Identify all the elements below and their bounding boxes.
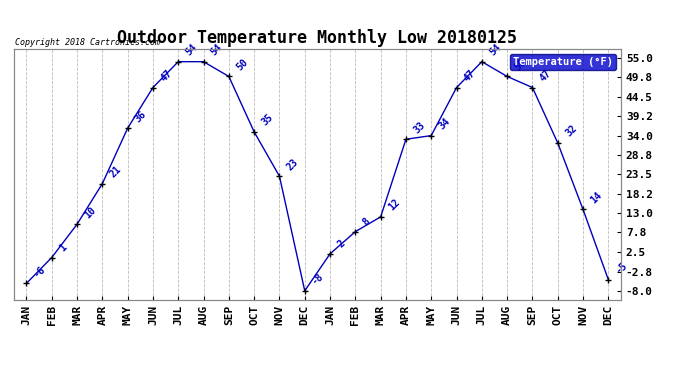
Text: 33: 33 (411, 120, 427, 135)
Text: 36: 36 (133, 109, 148, 124)
Text: 35: 35 (259, 112, 275, 128)
Legend: Temperature (°F): Temperature (°F) (509, 54, 615, 70)
Text: 47: 47 (159, 68, 174, 83)
Text: -5: -5 (614, 260, 629, 276)
Text: Copyright 2018 Cartronics.com: Copyright 2018 Cartronics.com (15, 39, 160, 48)
Text: 54: 54 (184, 42, 199, 57)
Text: 14: 14 (589, 190, 604, 205)
Text: 54: 54 (487, 42, 503, 57)
Text: 50: 50 (235, 57, 250, 72)
Text: -6: -6 (32, 264, 48, 279)
Text: 21: 21 (108, 164, 124, 180)
Text: 50: 50 (513, 57, 528, 72)
Text: 47: 47 (538, 68, 553, 83)
Text: -8: -8 (310, 271, 326, 286)
Text: 10: 10 (83, 205, 98, 220)
Text: 54: 54 (209, 42, 224, 57)
Text: 12: 12 (386, 197, 402, 213)
Text: 23: 23 (285, 157, 300, 172)
Text: 34: 34 (437, 116, 452, 131)
Title: Outdoor Temperature Monthly Low 20180125: Outdoor Temperature Monthly Low 20180125 (117, 29, 518, 47)
Text: 2: 2 (335, 238, 347, 250)
Text: 32: 32 (563, 123, 579, 139)
Text: 8: 8 (361, 216, 372, 228)
Text: 47: 47 (462, 68, 477, 83)
Text: 1: 1 (57, 242, 68, 254)
